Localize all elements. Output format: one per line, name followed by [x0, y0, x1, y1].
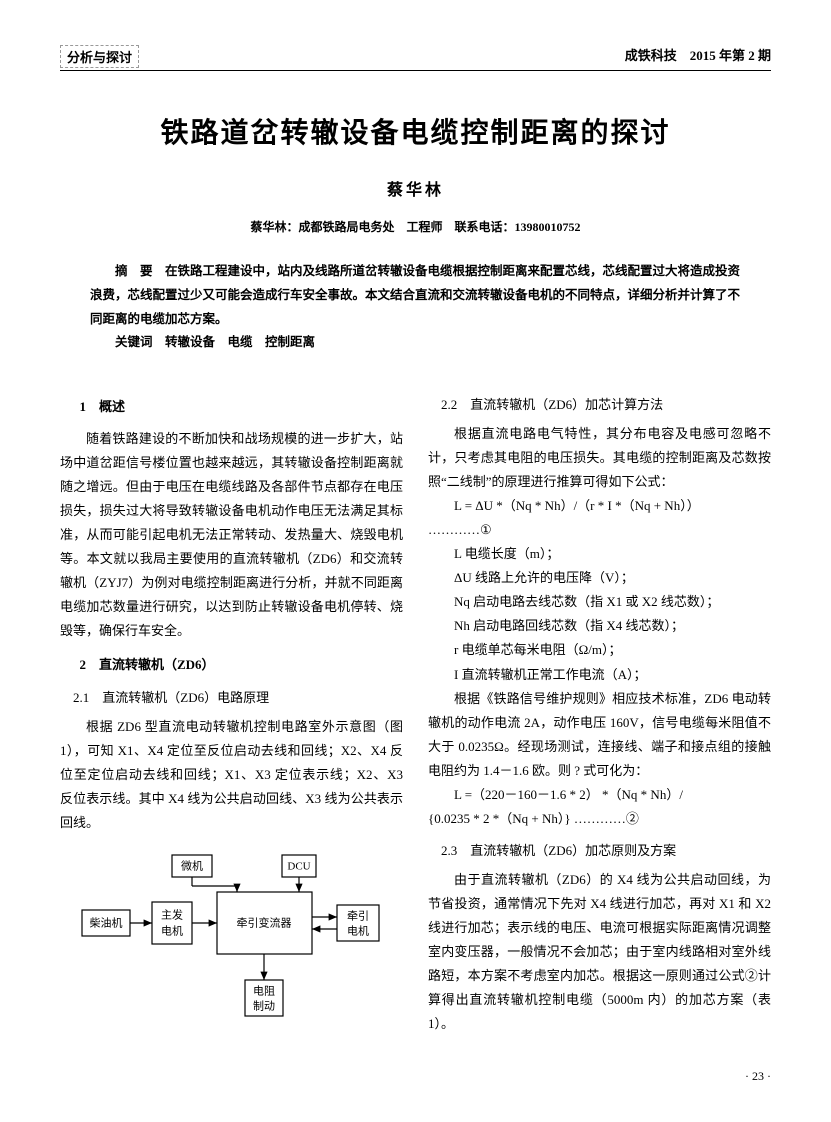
sec22-heading: 2.2 直流转辙机（ZD6）加芯计算方法: [428, 393, 771, 417]
sec23-p1: 由于直流转辙机（ZD6）的 X4 线为公共启动回线，为节省投资，通常情况下先对 …: [428, 868, 771, 1036]
paper-title: 铁路道岔转辙设备电缆控制距离的探讨: [60, 111, 771, 151]
abstract-block: 摘 要 在铁路工程建设中，站内及线路所道岔转辙设备电缆根据控制距离来配置芯线，芯…: [60, 260, 771, 355]
box-weiji: 微机: [181, 858, 203, 872]
box-qydj-1: 牵引: [347, 908, 369, 922]
def-dU: ΔU 线路上允许的电压降（V）；: [428, 566, 771, 590]
box-dcu: DCU: [287, 860, 310, 872]
abstract-text: 在铁路工程建设中，站内及线路所道岔转辙设备电缆根据控制距离来配置芯线，芯线配置过…: [90, 264, 740, 326]
section-label: 分析与探讨: [60, 45, 139, 68]
sec1-heading: 1 概述: [60, 395, 403, 419]
sec21-heading: 2.1 直流转辙机（ZD6）电路原理: [60, 686, 403, 710]
formula-2a: L =（220－160－1.6 * 2） *（Nq * Nh）/: [428, 783, 771, 807]
formula-1: L = ΔU *（Nq * Nh）/（r * I *（Nq + Nh））: [428, 494, 771, 518]
formula-1-tag: …………①: [428, 518, 771, 542]
two-column-body: 1 概述 随着铁路建设的不断加快和战场规模的进一步扩大，站场中道岔距信号楼位置也…: [60, 385, 771, 1036]
affiliation: 蔡华林：成都铁路局电务处 工程师 联系电话：13980010752: [60, 218, 771, 235]
right-column: 2.2 直流转辙机（ZD6）加芯计算方法 根据直流电路电气特性，其分布电容及电感…: [428, 385, 771, 1036]
def-I: I 直流转辙机正常工作电流（A）；: [428, 663, 771, 687]
def-L: L 电缆长度（m）；: [428, 542, 771, 566]
box-chaiyou: 柴油机: [89, 915, 122, 929]
def-Nq: Nq 启动电路去线芯数（指 X1 或 X2 线芯数）；: [428, 590, 771, 614]
figure-1-diagram: 微机 DCU 柴油机 主发 电机 牵引变流器 牵引 电机 电阻 制动: [60, 850, 403, 1020]
journal-issue: 成铁科技 2015 年第 2 期: [625, 45, 771, 68]
def-Nh: Nh 启动电路回线芯数（指 X4 线芯数）；: [428, 614, 771, 638]
abstract-label: 摘 要: [115, 264, 153, 278]
circuit-diagram-svg: 微机 DCU 柴油机 主发 电机 牵引变流器 牵引 电机 电阻 制动: [77, 850, 387, 1020]
sec2-heading: 2 直流转辙机（ZD6）: [60, 653, 403, 677]
sec22-p2: 根据《铁路信号维护规则》相应技术标准，ZD6 电动转辙机的动作电流 2A，动作电…: [428, 687, 771, 783]
keywords-text: 转辙设备 电缆 控制距离: [165, 335, 315, 349]
left-column: 1 概述 随着铁路建设的不断加快和战场规模的进一步扩大，站场中道岔距信号楼位置也…: [60, 385, 403, 1036]
sec23-heading: 2.3 直流转辙机（ZD6）加芯原则及方案: [428, 839, 771, 863]
def-r: r 电缆单芯每米电阻（Ω/m）；: [428, 638, 771, 662]
sec1-p1: 随着铁路建设的不断加快和战场规模的进一步扩大，站场中道岔距信号楼位置也越来越远，…: [60, 427, 403, 643]
authors: 蔡华林: [60, 176, 771, 200]
sec22-p1: 根据直流电路电气特性，其分布电容及电感可忽略不计，只考虑其电阻的电压损失。其电缆…: [428, 422, 771, 494]
box-dzzd-2: 制动: [253, 999, 275, 1012]
page-number: · 23 ·: [745, 1069, 771, 1084]
box-zhufa-2: 电机: [161, 923, 183, 937]
box-qydj-2: 电机: [347, 923, 369, 937]
sec21-p1: 根据 ZD6 型直流电动转辙机控制电路室外示意图（图 1），可知 X1、X4 定…: [60, 715, 403, 835]
formula-2b: {0.0235 * 2 *（Nq + Nh）} …………②: [428, 807, 771, 831]
box-dzzd-1: 电阻: [253, 984, 275, 997]
box-zhufa-1: 主发: [161, 907, 183, 921]
keywords-label: 关键词: [115, 335, 153, 349]
box-qybq: 牵引变流器: [236, 915, 291, 929]
page-header: 分析与探讨 成铁科技 2015 年第 2 期: [60, 45, 771, 71]
